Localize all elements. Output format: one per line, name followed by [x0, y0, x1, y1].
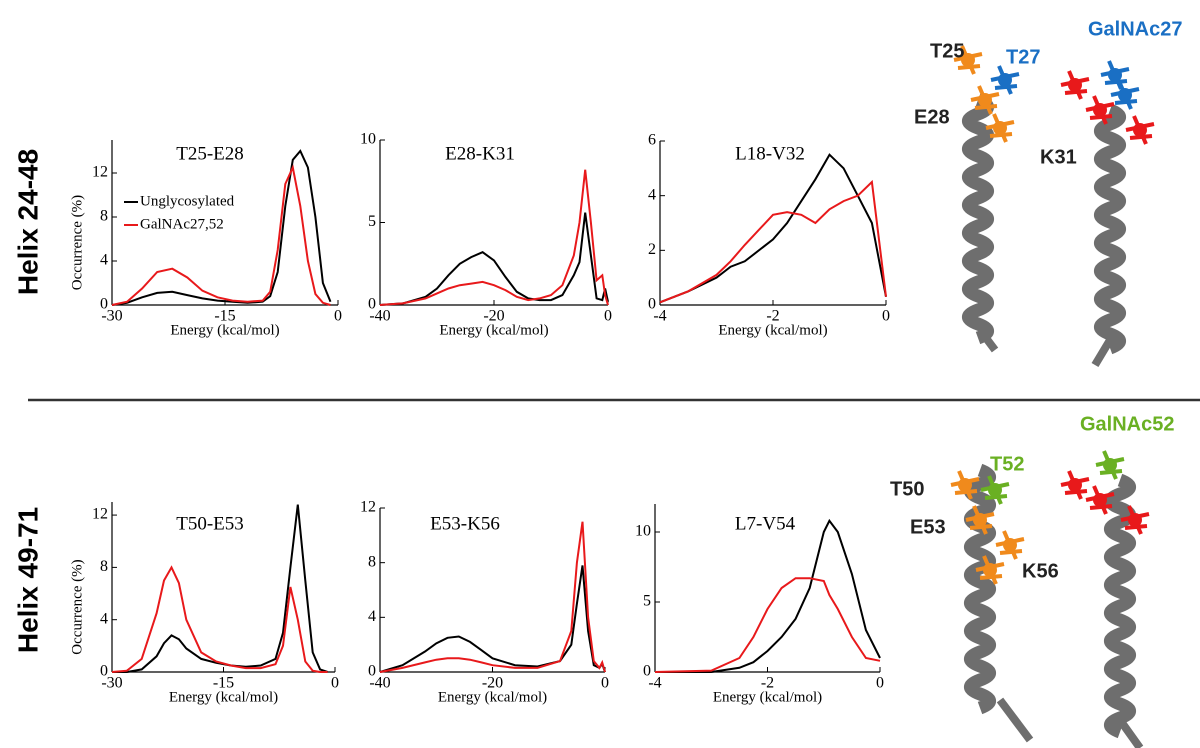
page: {"row_labels": ["Helix 24-48", "Helix 49… — [0, 0, 1200, 748]
side-chain-atom — [1128, 513, 1142, 527]
side-chain-atom — [958, 478, 972, 492]
residue-label: T52 — [990, 453, 1024, 475]
line-series — [112, 168, 331, 306]
y-tick-label: 8 — [368, 553, 376, 570]
glycan-label: GalNAc27 — [1088, 18, 1183, 40]
y-axis-label: Occurrence (%) — [69, 195, 85, 290]
line-series — [380, 213, 608, 305]
residue-label: E53 — [910, 516, 946, 538]
side-chain-atom — [983, 563, 997, 577]
y-tick-label: 10 — [360, 131, 376, 148]
chart-title: L18-V32 — [735, 143, 805, 164]
y-tick-label: 5 — [368, 213, 376, 230]
side-chain-atom — [978, 93, 992, 107]
side-chain-atom — [1003, 538, 1017, 552]
line-series — [380, 522, 605, 672]
x-axis-label: Energy (kcal/mol) — [713, 689, 822, 705]
line-series — [380, 170, 608, 305]
x-tick-label: -40 — [369, 308, 390, 325]
row-label: Helix 49-71 — [12, 507, 43, 653]
legend-label: GalNAc27,52 — [140, 216, 224, 232]
line-series — [655, 521, 880, 672]
chart: 04812-30-150Energy (kcal/mol)Occurrence … — [69, 502, 339, 705]
y-tick-label: 4 — [100, 252, 108, 269]
y-tick-label: 6 — [648, 132, 656, 149]
residue-label: K56 — [1022, 560, 1059, 582]
side-chain-atom — [1068, 478, 1082, 492]
chart-title: T50-E53 — [176, 513, 244, 534]
y-tick-label: 8 — [100, 558, 108, 575]
x-tick-label: 0 — [334, 308, 342, 325]
side-chain-atom — [1133, 123, 1147, 137]
chart-title: E28-K31 — [445, 143, 515, 164]
y-tick-label: 2 — [648, 241, 656, 258]
x-tick-label: 0 — [604, 308, 612, 325]
y-tick-label: 12 — [360, 499, 376, 516]
x-tick-label: -30 — [101, 675, 122, 692]
y-tick-label: 12 — [92, 164, 108, 181]
x-tick-label: -40 — [369, 675, 390, 692]
side-chain-atom — [1103, 458, 1117, 472]
x-tick-label: 0 — [876, 675, 884, 692]
line-series — [112, 567, 328, 672]
residue-label: K31 — [1040, 146, 1077, 168]
residue-label: E28 — [914, 106, 950, 128]
side-chain-atom — [1118, 88, 1132, 102]
line-series — [660, 155, 886, 303]
y-axis-label: Occurrence (%) — [69, 559, 85, 654]
x-tick-label: 0 — [331, 675, 339, 692]
helix — [968, 100, 987, 338]
glycan-label: GalNAc52 — [1080, 413, 1175, 435]
line-series — [380, 565, 605, 672]
x-axis-label: Energy (kcal/mol) — [170, 322, 279, 338]
x-tick-label: 0 — [882, 308, 890, 325]
legend-label: Unglycosylated — [140, 193, 235, 209]
structure-labels: T25 T27 GalNAc27 E28 K31 GalNAc52 T52 T5… — [890, 18, 1183, 582]
chart-title: L7-V54 — [735, 513, 796, 534]
helix — [970, 470, 989, 708]
x-axis-label: Energy (kcal/mol) — [439, 322, 548, 338]
row-label: Helix 24-48 — [12, 149, 43, 295]
x-axis-label: Energy (kcal/mol) — [169, 689, 278, 705]
x-tick-label: -4 — [648, 675, 661, 692]
y-tick-label: 10 — [635, 523, 651, 540]
y-tick-label: 4 — [648, 186, 656, 203]
line-series — [655, 578, 880, 672]
x-axis-label: Energy (kcal/mol) — [438, 689, 547, 705]
line-series — [660, 182, 886, 302]
side-chain-atom — [1093, 103, 1107, 117]
y-tick-label: 4 — [100, 610, 108, 627]
side-chain-atom — [973, 513, 987, 527]
residue-label: T27 — [1006, 46, 1040, 68]
x-tick-label: 0 — [601, 675, 609, 692]
figure: Helix 24-48 Helix 49-71 T25 T27 GalNAc27… — [0, 0, 1200, 748]
residue-label: T25 — [930, 40, 964, 62]
y-tick-label: 12 — [92, 506, 108, 523]
x-tick-label: -30 — [101, 308, 122, 325]
side-chain-atom — [1093, 493, 1107, 507]
y-tick-label: 4 — [368, 608, 376, 625]
side-chain-atom — [988, 483, 1002, 497]
x-axis-label: Energy (kcal/mol) — [718, 322, 827, 338]
y-tick-label: 8 — [100, 208, 108, 225]
helix-tail — [1120, 720, 1140, 748]
chart-title: E53-K56 — [430, 513, 500, 534]
y-tick-label: 5 — [643, 593, 651, 610]
helix — [1100, 110, 1119, 348]
chart-title: T25-E28 — [176, 143, 244, 164]
helix-tail — [1000, 700, 1030, 740]
x-tick-label: -4 — [653, 308, 666, 325]
helix-tail — [1095, 340, 1110, 365]
residue-label: T50 — [890, 478, 924, 500]
side-chain-atom — [998, 73, 1012, 87]
side-chain-atom — [993, 121, 1007, 135]
side-chain-atom — [1068, 78, 1082, 92]
side-chain-atom — [1108, 68, 1122, 82]
